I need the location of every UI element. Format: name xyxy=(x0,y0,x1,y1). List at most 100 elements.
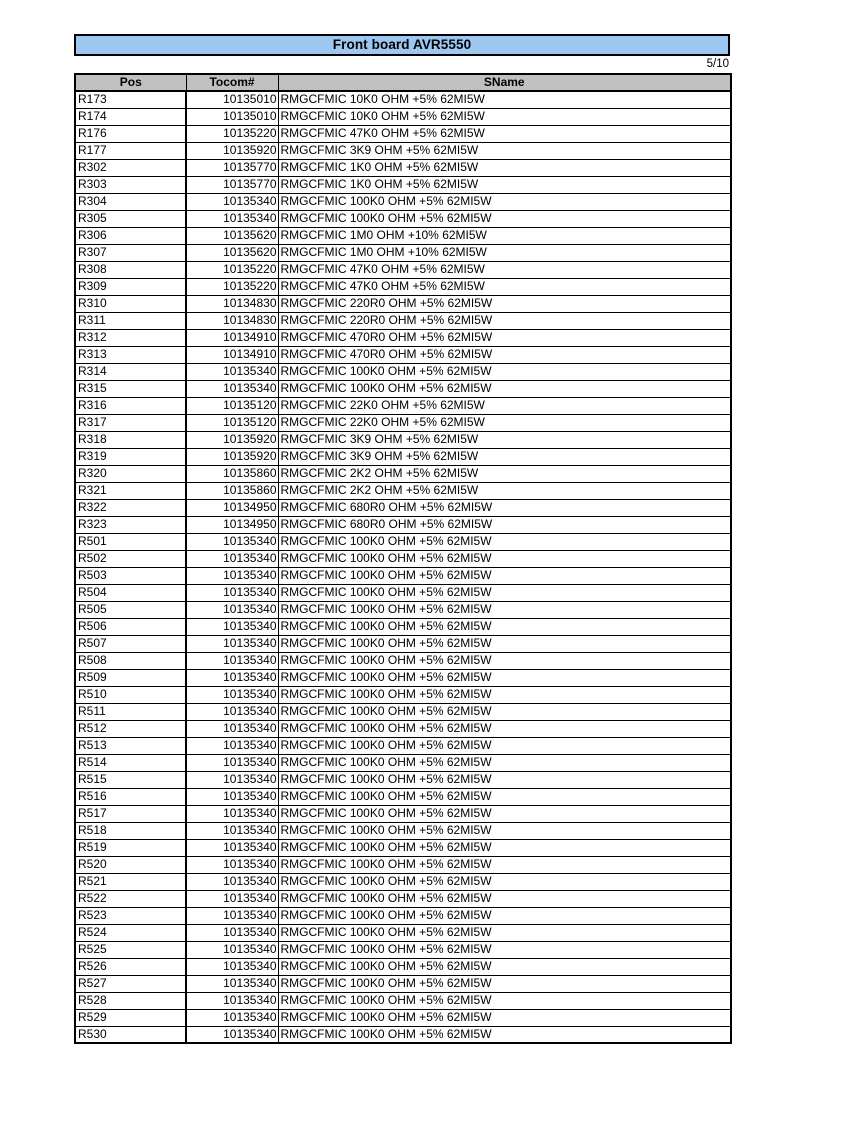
table-row: R314 10135340 RMGCFMIC 100K0 OHM +5% 62MI5… xyxy=(75,362,731,381)
cell-tocom: 10134910 xyxy=(186,345,279,364)
cell-tocom: 10135860 xyxy=(186,464,279,483)
cell-pos: R173 xyxy=(75,91,187,109)
cell-sname: RMGCFMIC 1K0 OHM +5% 62MI5W xyxy=(278,175,731,194)
cell-sname: RMGCFMIC 470R0 OHM +5% 62MI5W xyxy=(278,345,731,364)
cell-pos: R506 xyxy=(75,617,187,636)
cell-sname: RMGCFMIC 2K2 OHM +5% 62MI5W xyxy=(278,481,731,500)
cell-sname: RMGCFMIC 680R0 OHM +5% 62MI5W xyxy=(278,498,731,517)
table-row: R320 10135860 RMGCFMIC 2K2 OHM +5% 62MI5W xyxy=(75,464,731,483)
column-header-tocom: Tocom# xyxy=(186,74,279,92)
table-row: R511 10135340 RMGCFMIC 100K0 OHM +5% 62MI5… xyxy=(75,702,731,721)
cell-pos: R514 xyxy=(75,753,187,772)
table-row: R528 10135340 RMGCFMIC 100K0 OHM +5% 62MI5… xyxy=(75,991,731,1010)
column-header-pos: Pos xyxy=(75,74,187,92)
cell-pos: R306 xyxy=(75,226,187,245)
cell-tocom: 10135770 xyxy=(186,158,279,177)
cell-pos: R311 xyxy=(75,311,187,330)
cell-pos: R319 xyxy=(75,447,187,466)
cell-sname: RMGCFMIC 100K0 OHM +5% 62MI5W xyxy=(278,702,731,721)
cell-tocom: 10135120 xyxy=(186,396,279,415)
cell-pos: R318 xyxy=(75,430,187,449)
table-row: R514 10135340 RMGCFMIC 100K0 OHM +5% 62MI5… xyxy=(75,753,731,772)
cell-tocom: 10135340 xyxy=(186,974,279,993)
table-row: R521 10135340 RMGCFMIC 100K0 OHM +5% 62MI5… xyxy=(75,872,731,891)
table-row: R317 10135120 RMGCFMIC 22K0 OHM +5% 62MI5W xyxy=(75,413,731,432)
table-row: R523 10135340 RMGCFMIC 100K0 OHM +5% 62MI5… xyxy=(75,906,731,925)
cell-tocom: 10135010 xyxy=(186,91,279,109)
cell-sname: RMGCFMIC 100K0 OHM +5% 62MI5W xyxy=(278,362,731,381)
cell-tocom: 10135340 xyxy=(186,617,279,636)
cell-sname: RMGCFMIC 3K9 OHM +5% 62MI5W xyxy=(278,447,731,466)
cell-tocom: 10135340 xyxy=(186,719,279,738)
cell-tocom: 10135340 xyxy=(186,532,279,551)
cell-sname: RMGCFMIC 100K0 OHM +5% 62MI5W xyxy=(278,600,731,619)
cell-sname: RMGCFMIC 100K0 OHM +5% 62MI5W xyxy=(278,634,731,653)
parts-list-sheet: Front board AVR5550 5/10 Pos Tocom# SNam… xyxy=(74,34,732,1044)
table-row: R312 10134910 RMGCFMIC 470R0 OHM +5% 62MI5… xyxy=(75,328,731,347)
cell-tocom: 10135860 xyxy=(186,481,279,500)
cell-pos: R177 xyxy=(75,141,187,160)
table-row: R308 10135220 RMGCFMIC 47K0 OHM +5% 62MI5W xyxy=(75,260,731,279)
cell-tocom: 10134830 xyxy=(186,294,279,313)
cell-pos: R315 xyxy=(75,379,187,398)
cell-sname: RMGCFMIC 100K0 OHM +5% 62MI5W xyxy=(278,838,731,857)
cell-sname: RMGCFMIC 22K0 OHM +5% 62MI5W xyxy=(278,396,731,415)
table-row: R318 10135920 RMGCFMIC 3K9 OHM +5% 62MI5W xyxy=(75,430,731,449)
parts-table-head: Pos Tocom# SName xyxy=(75,74,731,92)
cell-pos: R523 xyxy=(75,906,187,925)
cell-tocom: 10134950 xyxy=(186,498,279,517)
cell-sname: RMGCFMIC 100K0 OHM +5% 62MI5W xyxy=(278,940,731,959)
page-title: Front board AVR5550 xyxy=(332,37,472,53)
cell-sname: RMGCFMIC 1M0 OHM +10% 62MI5W xyxy=(278,226,731,245)
table-row: R507 10135340 RMGCFMIC 100K0 OHM +5% 62MI5… xyxy=(75,634,731,653)
cell-tocom: 10135340 xyxy=(186,1025,279,1044)
cell-tocom: 10135620 xyxy=(186,226,279,245)
cell-pos: R528 xyxy=(75,991,187,1010)
cell-pos: R308 xyxy=(75,260,187,279)
table-row: R524 10135340 RMGCFMIC 100K0 OHM +5% 62MI5… xyxy=(75,923,731,942)
cell-pos: R511 xyxy=(75,702,187,721)
cell-tocom: 10135340 xyxy=(186,600,279,619)
cell-sname: RMGCFMIC 100K0 OHM +5% 62MI5W xyxy=(278,583,731,602)
cell-pos: R508 xyxy=(75,651,187,670)
cell-pos: R501 xyxy=(75,532,187,551)
cell-pos: R504 xyxy=(75,583,187,602)
cell-pos: R312 xyxy=(75,328,187,347)
table-row: R310 10134830 RMGCFMIC 220R0 OHM +5% 62MI5… xyxy=(75,294,731,313)
cell-pos: R176 xyxy=(75,124,187,143)
table-row: R517 10135340 RMGCFMIC 100K0 OHM +5% 62MI5… xyxy=(75,804,731,823)
table-row: R529 10135340 RMGCFMIC 100K0 OHM +5% 62MI5… xyxy=(75,1008,731,1027)
cell-sname: RMGCFMIC 100K0 OHM +5% 62MI5W xyxy=(278,549,731,568)
page-number-row: 5/10 xyxy=(74,56,730,73)
cell-sname: RMGCFMIC 100K0 OHM +5% 62MI5W xyxy=(278,787,731,806)
cell-sname: RMGCFMIC 100K0 OHM +5% 62MI5W xyxy=(278,736,731,755)
cell-sname: RMGCFMIC 220R0 OHM +5% 62MI5W xyxy=(278,311,731,330)
cell-pos: R320 xyxy=(75,464,187,483)
cell-pos: R303 xyxy=(75,175,187,194)
cell-tocom: 10134910 xyxy=(186,328,279,347)
table-row: R173 10135010 RMGCFMIC 10K0 OHM +5% 62MI5W xyxy=(75,91,731,109)
cell-sname: RMGCFMIC 470R0 OHM +5% 62MI5W xyxy=(278,328,731,347)
cell-pos: R518 xyxy=(75,821,187,840)
cell-pos: R513 xyxy=(75,736,187,755)
parts-table: Pos Tocom# SName R173 10135010 RMGCFMIC 10… xyxy=(74,73,732,1044)
cell-sname: RMGCFMIC 100K0 OHM +5% 62MI5W xyxy=(278,1008,731,1027)
cell-tocom: 10135340 xyxy=(186,991,279,1010)
cell-pos: R305 xyxy=(75,209,187,228)
cell-pos: R507 xyxy=(75,634,187,653)
cell-pos: R510 xyxy=(75,685,187,704)
cell-sname: RMGCFMIC 100K0 OHM +5% 62MI5W xyxy=(278,821,731,840)
table-row: R304 10135340 RMGCFMIC 100K0 OHM +5% 62MI5… xyxy=(75,192,731,211)
cell-tocom: 10135340 xyxy=(186,634,279,653)
cell-pos: R519 xyxy=(75,838,187,857)
table-row: R522 10135340 RMGCFMIC 100K0 OHM +5% 62MI5… xyxy=(75,889,731,908)
cell-sname: RMGCFMIC 47K0 OHM +5% 62MI5W xyxy=(278,277,731,296)
cell-tocom: 10135920 xyxy=(186,447,279,466)
cell-sname: RMGCFMIC 100K0 OHM +5% 62MI5W xyxy=(278,192,731,211)
cell-pos: R502 xyxy=(75,549,187,568)
cell-sname: RMGCFMIC 3K9 OHM +5% 62MI5W xyxy=(278,430,731,449)
cell-tocom: 10135220 xyxy=(186,124,279,143)
cell-sname: RMGCFMIC 100K0 OHM +5% 62MI5W xyxy=(278,651,731,670)
table-row: R506 10135340 RMGCFMIC 100K0 OHM +5% 62MI5… xyxy=(75,617,731,636)
